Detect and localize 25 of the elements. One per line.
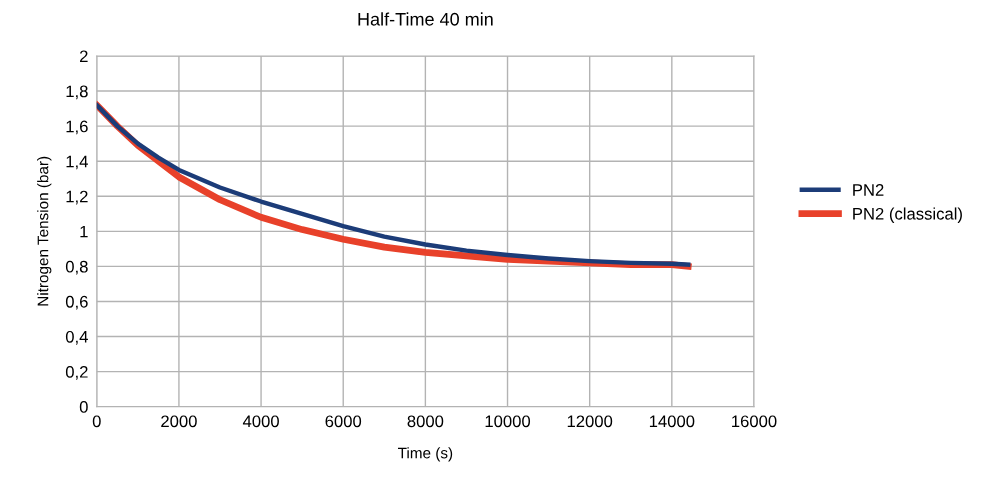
y-axis-title: Nitrogen Tension (bar) xyxy=(37,156,52,306)
legend-label: PN2 (classical) xyxy=(853,207,962,223)
x-tick-label: 0 xyxy=(92,415,101,428)
y-tick-label: 2 xyxy=(80,50,88,63)
x-tick-label: 12000 xyxy=(567,415,613,428)
x-axis-title: Time (s) xyxy=(398,447,453,462)
x-tick-label: 8000 xyxy=(407,415,444,428)
y-tick-label: 1,6 xyxy=(66,120,88,135)
x-tick-label: 14000 xyxy=(649,415,695,428)
legend-label: PN2 xyxy=(853,184,884,196)
x-tick-label: 2000 xyxy=(161,415,197,428)
y-tick-label: 1 xyxy=(80,225,88,238)
y-tick-label: 0,8 xyxy=(65,260,88,275)
x-tick-label: 4000 xyxy=(242,415,279,428)
y-tick-label: 0,2 xyxy=(65,365,88,380)
x-tick-label: 10000 xyxy=(485,415,531,428)
x-tick-label: 16000 xyxy=(732,415,777,428)
y-tick-label: 0 xyxy=(79,401,88,413)
y-tick-label: 1,2 xyxy=(66,190,88,205)
y-tick-label: 0,6 xyxy=(65,295,88,310)
y-tick-label: 0,4 xyxy=(65,330,88,345)
y-tick-label: 1,8 xyxy=(66,85,88,100)
x-tick-label: 6000 xyxy=(325,415,362,428)
y-tick-label: 1,4 xyxy=(66,155,88,170)
chart-title: Half-Time 40 min xyxy=(358,12,493,26)
